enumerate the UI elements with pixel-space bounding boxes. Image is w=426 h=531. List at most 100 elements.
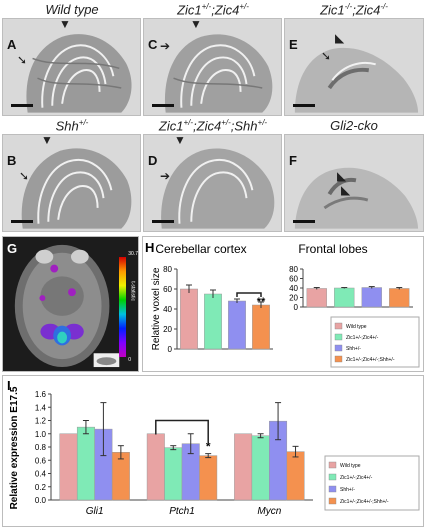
bar [199,455,218,501]
histology-panel-e: E ➘ ◣ [284,18,424,116]
bar [164,447,183,501]
legend-swatch [328,485,337,493]
y-tick-label: 0 [294,303,299,312]
scale-bar [152,220,174,223]
title-zic1-zic4-het: Zic1+/-;Zic4+/- [177,2,249,18]
y-tick-label: 20 [163,325,172,334]
arrowhead-icon: ◣ [337,169,347,183]
legend-swatch [334,333,343,341]
legend-entry: Shh+/- [346,346,361,352]
legend-swatch [328,497,337,505]
legend-swatch [328,461,337,469]
colorbar [119,257,126,357]
panel-letter-d: D [148,153,158,168]
bar [334,287,355,308]
histology-panel-b: B ➘ ▼ [2,134,141,232]
panel-letter-a: A [7,37,17,52]
histology-panel-f: F ◣ ◣ [284,134,424,232]
panel-letter-i: I [7,378,11,393]
y-axis-label: Relative voxel size [151,267,162,350]
colorbar-min: 0 [128,357,131,363]
bar [252,304,270,350]
significance-marker: ** [257,296,266,308]
arrow-icon: ➔ [160,169,171,183]
bar [228,300,246,350]
y-tick-label: 20 [289,294,298,303]
colorbar-label: t-statistic [130,281,136,301]
arrow-icon: ➘ [19,169,30,183]
legend-swatch [334,355,343,363]
arrowhead-icon: ◣ [335,31,345,45]
arrow-icon: ◣ [341,183,351,197]
bar [286,451,305,501]
bar [146,433,165,501]
chart-panel-h: H Cerebellar cortex Frontal lobes Relati… [142,236,424,372]
mri-panel-g: G 30.7 0 t-statistic [2,236,139,372]
panel-letter-c: C [148,37,158,52]
scale-bar [293,220,315,223]
bar [306,288,327,308]
panel-letter-b: B [7,153,17,168]
y-tick-label: 0.2 [35,483,47,492]
arrowhead-icon: ▼ [59,18,71,31]
scale-bar [293,104,315,107]
voxel-size-chart: H Cerebellar cortex Frontal lobes Relati… [145,240,420,368]
y-tick-label: 40 [289,284,298,293]
x-tick-label: Ptch1 [169,506,195,517]
y-tick-label: 80 [163,265,172,274]
legend-entry: Zic1+/-;Zic4+/- [340,475,373,481]
panel-letter-h: H [145,240,154,255]
legend-entry: Zic1+/-;Zic4+/-;Shh+/- [340,499,389,505]
bar [234,433,253,501]
arrowhead-icon: ▼ [41,134,53,147]
panel-letter-f: F [289,153,297,168]
y-tick-label: 1.2 [35,417,47,426]
y-tick-label: 40 [163,305,172,314]
histology-panel-c: C ➔ ▼ [143,18,282,116]
bar [251,435,270,501]
title-gli2-cko: Gli2-cko [330,118,378,133]
y-tick-label: 60 [289,275,298,284]
legend-box [330,316,420,368]
significance-bracket [155,419,209,443]
legend-swatch [334,322,343,330]
arrow-icon: ➔ [160,39,171,53]
panel-letter-g: G [7,241,18,256]
arrowhead-icon: ▼ [174,134,186,147]
scale-bar [152,104,174,107]
legend-swatch [328,473,337,481]
title-zic1-zic4-null: Zic1-/-;Zic4-/- [320,2,388,18]
y-tick-label: 1.0 [35,430,47,439]
legend-entry: Zic1+/-;Zic4+/-;Shh+/- [346,357,395,363]
x-tick-label: Gli1 [86,506,104,517]
scale-bar [11,220,33,223]
scale-bar [11,104,33,107]
legend-entry: Wild type [346,324,367,330]
cerebellum-section-image [161,148,275,229]
significance-marker: * [206,439,211,453]
legend-entry: Shh+/- [340,487,355,493]
bar [180,288,198,350]
chart-panel-i: I Relative expression E17.5 0.0 0.2 0.4 0.6… [2,375,424,527]
title-wild-type: Wild type [45,2,99,17]
y-tick-label: 60 [163,285,172,294]
significance-bracket [236,292,262,297]
legend-entry: Wild type [340,463,361,469]
bar [361,287,382,308]
cerebellum-section-image [294,167,419,229]
y-tick-label: 1.4 [35,403,47,412]
y-axis-label: Relative expression E17.5 [9,386,20,509]
y-tick-label: 1.6 [35,390,47,399]
cerebellum-section-image [164,34,273,113]
y-tick-label: 0.6 [35,456,47,465]
bar [111,452,130,501]
mri-brain-image [14,244,120,368]
bar [389,288,410,308]
legend-entry: Zic1+/-;Zic4+/- [346,335,379,341]
arrow-icon: ➘ [17,53,28,67]
arrowhead-icon: ▼ [190,18,202,31]
bar [76,426,95,501]
legend-swatch [334,344,343,352]
panel-letter-e: E [289,37,298,52]
legend-box [324,455,420,511]
